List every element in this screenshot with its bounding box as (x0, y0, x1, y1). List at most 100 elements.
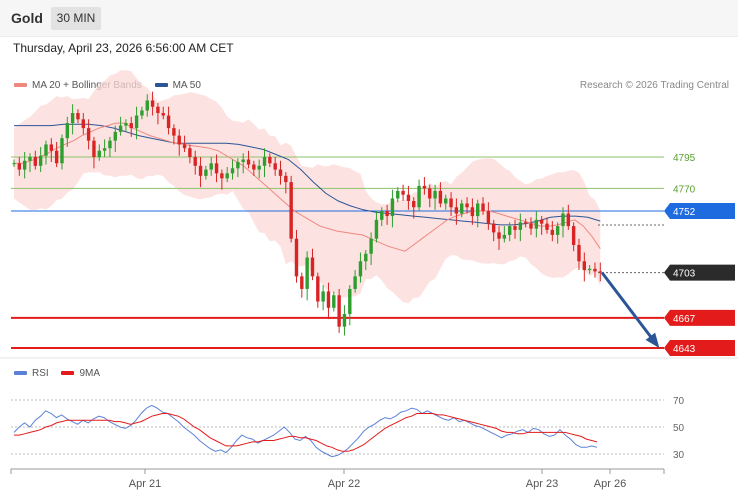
candle (449, 198, 453, 208)
candle (454, 207, 459, 214)
level-tag-4667 (664, 309, 735, 326)
candle (129, 123, 133, 129)
legend-item-ma20[interactable]: MA 20 + Bollinger Bands (14, 80, 142, 91)
rsi-level-label: 30 (673, 450, 685, 461)
candle (476, 203, 480, 217)
candle (417, 185, 421, 208)
chart-datetime: Thursday, April 23, 2026 6:56:00 AM CET (13, 41, 234, 55)
level-label-4770: 4770 (673, 184, 696, 195)
candle (587, 268, 592, 271)
candle (124, 123, 128, 126)
rsi-level-label: 50 (673, 423, 685, 434)
candle (182, 144, 187, 149)
ma50-swatch (154, 83, 168, 88)
candle (342, 314, 347, 327)
candle (12, 163, 16, 165)
candle (289, 182, 293, 239)
candle (497, 232, 501, 239)
rsi-ma-line (14, 413, 598, 452)
candle (198, 165, 203, 176)
candle (252, 164, 256, 170)
candle (70, 113, 75, 124)
candle (81, 119, 85, 129)
candle (273, 163, 277, 170)
candle (33, 157, 38, 166)
candle (358, 261, 363, 277)
ma50-line (14, 123, 601, 226)
candle (396, 190, 400, 199)
top-bar: Gold 30 MIN (0, 0, 738, 37)
level-tag-4643 (664, 340, 735, 356)
candle (177, 135, 181, 145)
candle (268, 157, 272, 164)
candle (102, 148, 107, 151)
candle (422, 185, 427, 189)
legend-label-rsi-ma: 9MA (79, 368, 101, 379)
candle (310, 257, 315, 277)
candle (60, 138, 64, 164)
candle (337, 295, 341, 327)
legend-item-ma50[interactable]: MA 50 (154, 80, 201, 91)
candle (108, 140, 112, 149)
bollinger-band (14, 70, 601, 304)
candle (390, 198, 395, 217)
candle (134, 115, 139, 129)
candle (236, 162, 240, 169)
candle (433, 190, 437, 199)
candle (156, 106, 160, 114)
candle (555, 226, 560, 235)
instrument-name: Gold (11, 10, 43, 26)
rsi-swatch (14, 371, 27, 376)
candle (225, 173, 229, 179)
candle (406, 194, 411, 201)
candle (492, 223, 496, 233)
candle (507, 226, 512, 235)
candle (412, 200, 416, 208)
rsi-level-label: 70 (673, 396, 685, 407)
candle (380, 211, 384, 220)
candle (257, 165, 261, 170)
candle (17, 163, 22, 170)
candle (481, 203, 485, 212)
candle (140, 110, 144, 116)
candle (316, 276, 320, 302)
candle (465, 203, 469, 208)
candle (513, 226, 517, 230)
x-tick-label: Apr 21 (129, 478, 161, 490)
candle (326, 291, 331, 308)
candle (593, 268, 597, 272)
candle (300, 276, 304, 289)
candle (188, 148, 192, 157)
candle (470, 207, 475, 217)
candle (54, 150, 59, 164)
candle (49, 144, 54, 151)
candle (193, 157, 197, 166)
level-label-4752: 4752 (673, 207, 696, 218)
candle (209, 163, 213, 170)
candle (444, 198, 448, 204)
candle (385, 211, 389, 217)
candle (145, 100, 149, 111)
candle (332, 295, 336, 308)
candle (550, 229, 555, 235)
candle (369, 238, 373, 254)
candle (92, 140, 96, 157)
candle (428, 188, 432, 199)
candle (204, 169, 208, 176)
legend-item-rsi[interactable]: RSI (14, 368, 49, 379)
forecast-arrow (600, 271, 659, 346)
candle (539, 219, 544, 224)
candle (364, 253, 368, 262)
timeframe-button[interactable]: 30 MIN (51, 7, 101, 30)
candle (523, 222, 528, 224)
research-credit: Research © 2026 Trading Central (579, 80, 729, 91)
legend-item-rsi-ma[interactable]: 9MA (61, 368, 100, 379)
candle (460, 203, 464, 214)
candle (502, 234, 507, 239)
candle (545, 223, 549, 230)
level-tag-4752 (664, 203, 735, 220)
candle (284, 175, 288, 183)
candle (44, 144, 48, 156)
